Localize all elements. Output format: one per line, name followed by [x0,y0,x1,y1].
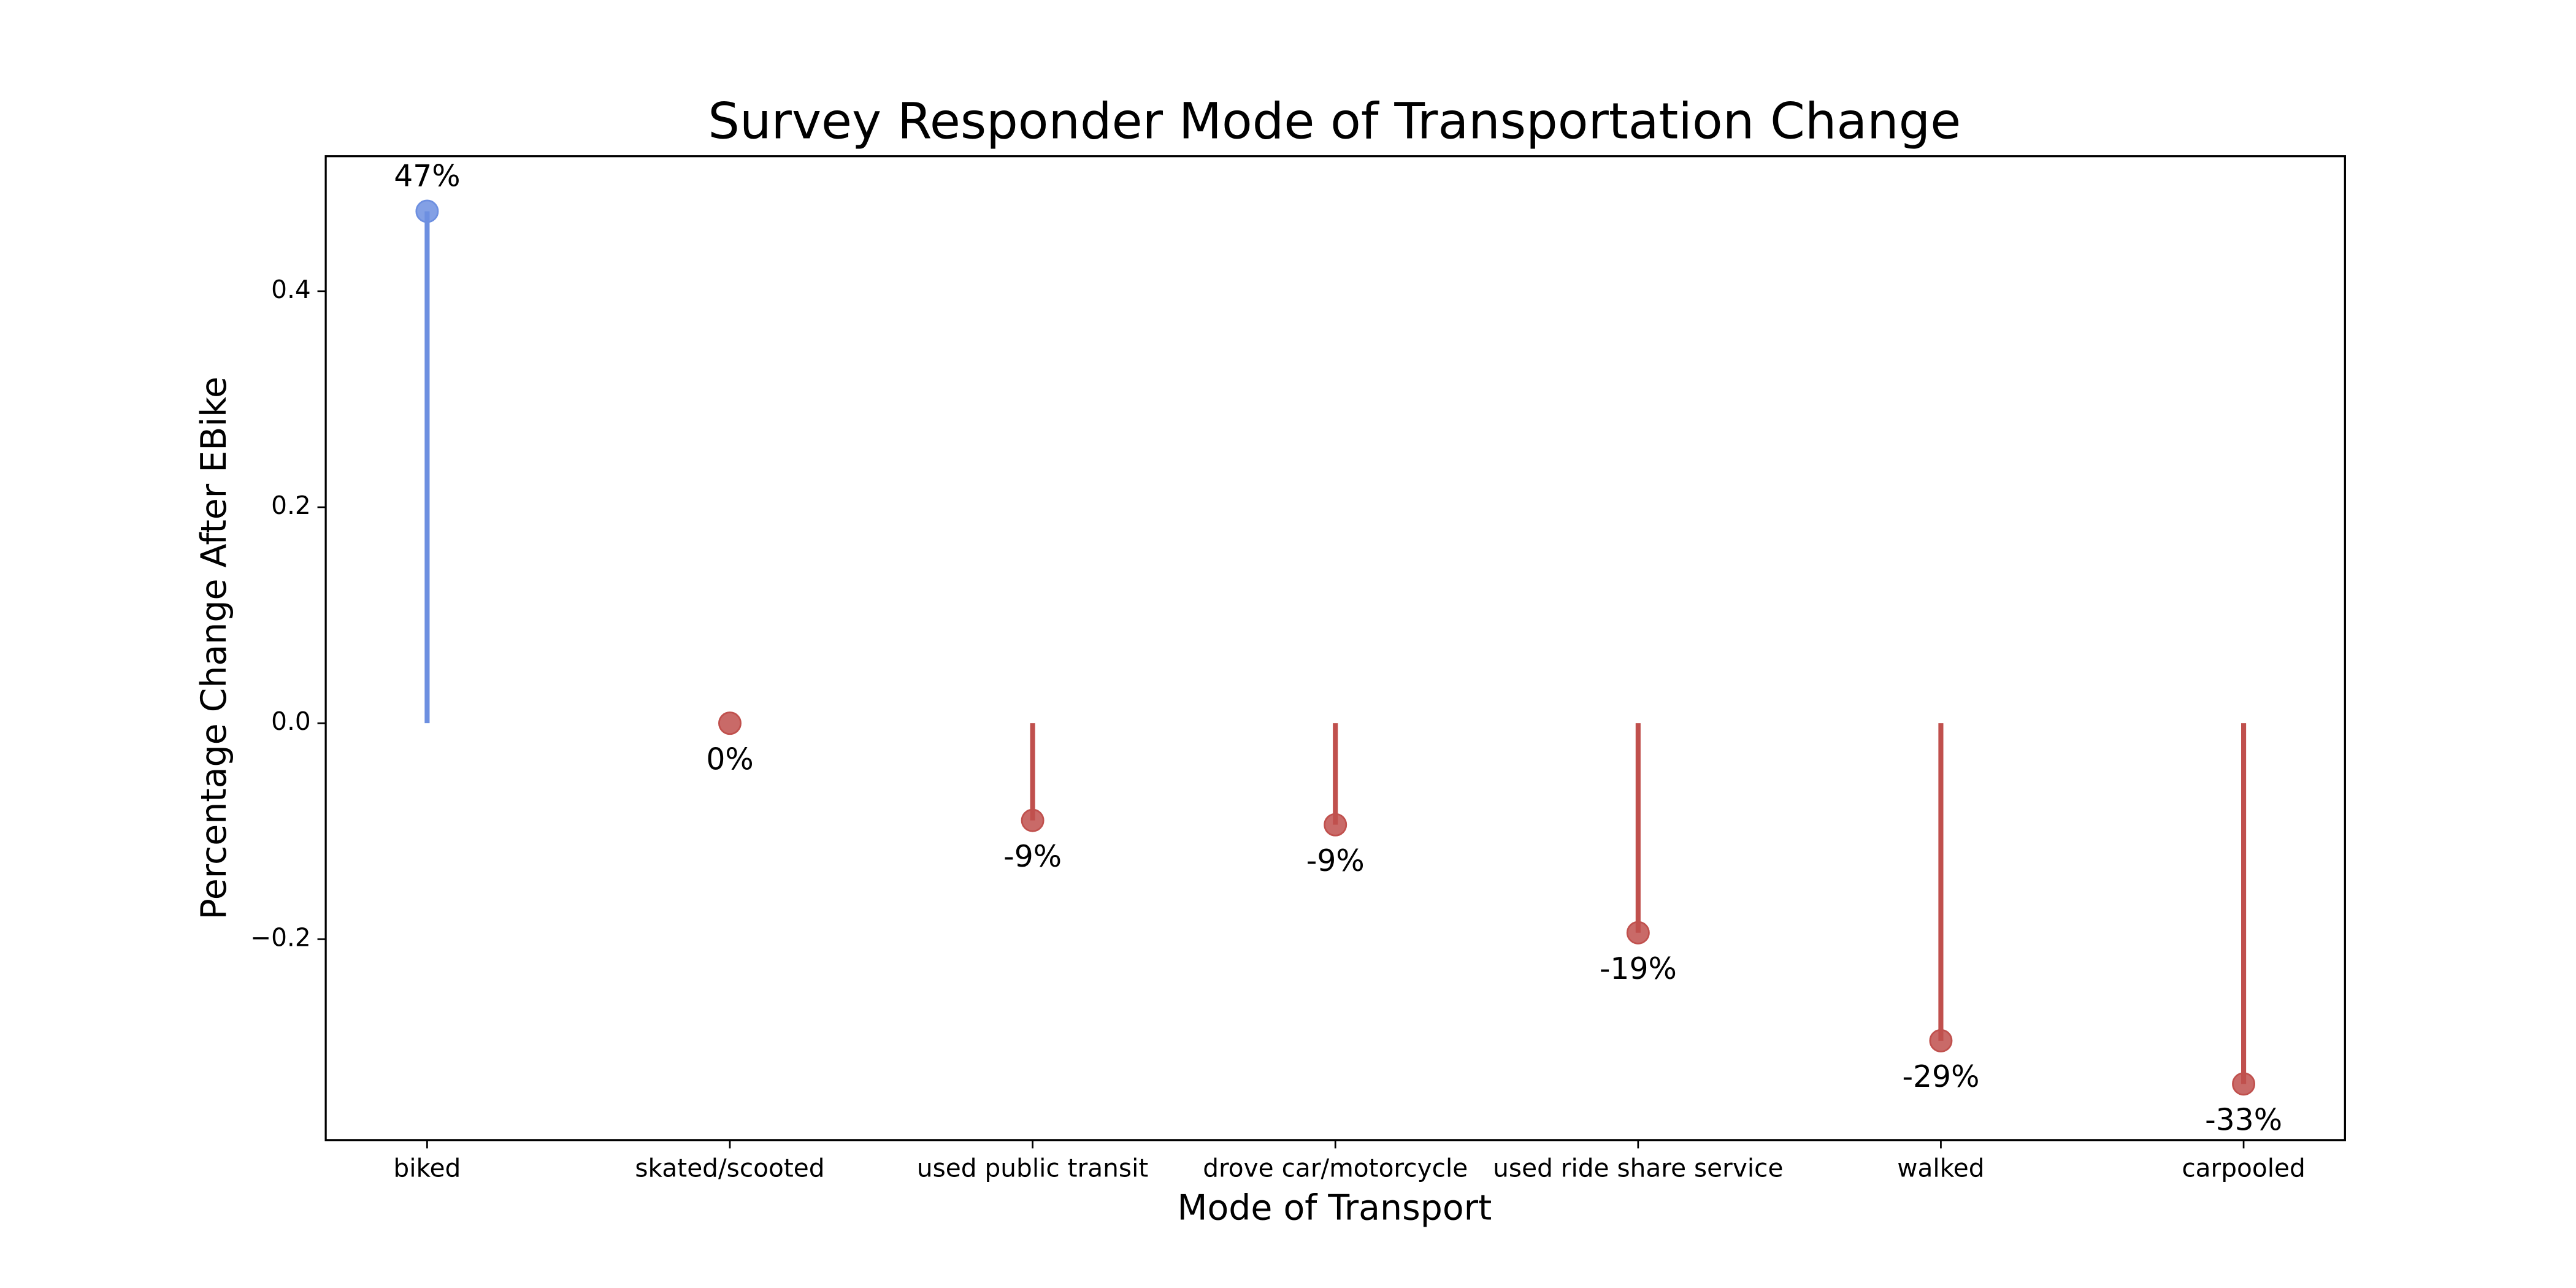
marker [1929,1029,1953,1052]
y-axis-label: Percentage Change After EBike [194,377,234,919]
y-tick-label: 0.2 [271,491,311,520]
y-tick-label: 0.0 [271,707,311,736]
plot-frame [324,155,2346,1141]
value-label: -19% [1600,951,1677,986]
value-label: -9% [1306,843,1365,878]
y-tick-label: −0.2 [250,922,311,952]
value-label: 47% [394,158,460,193]
x-tick-label: used ride share service [1493,1154,1783,1183]
marker [1021,808,1045,832]
marker [415,199,439,223]
x-tick-label: biked [393,1154,461,1183]
x-tick-label: walked [1897,1154,1984,1183]
marker [1324,813,1347,837]
y-tick-label: 0.4 [271,275,311,304]
value-label: 0% [706,742,753,776]
marker [2232,1072,2256,1096]
value-label: -9% [1003,839,1062,874]
x-tick-label: drove car/motorcycle [1203,1154,1468,1183]
value-label: -33% [2205,1103,2282,1138]
x-axis-label: Mode of Transport [1177,1187,1492,1228]
x-tick-label: skated/scooted [635,1154,824,1183]
value-label: -29% [1902,1059,1979,1094]
marker [1626,921,1650,945]
chart-title: Survey Responder Mode of Transportation … [708,93,1961,151]
marker [718,711,742,735]
x-tick-label: used public transit [917,1154,1148,1183]
x-tick-label: carpooled [2182,1154,2306,1183]
